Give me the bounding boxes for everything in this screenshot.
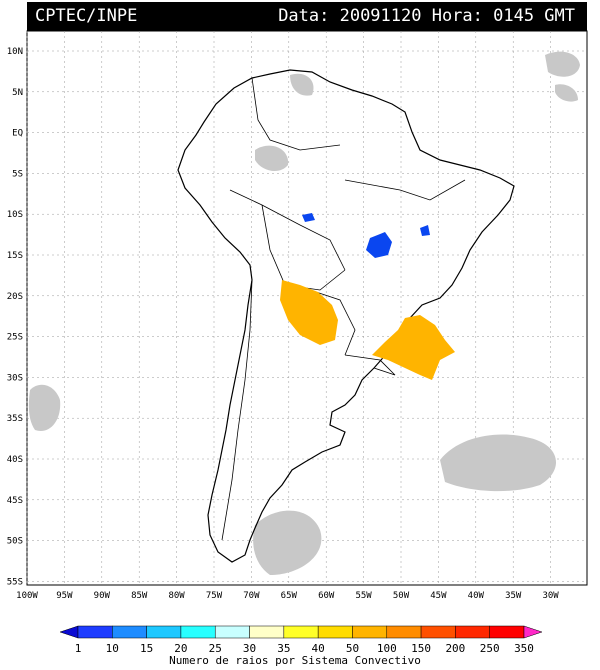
lon-label: 100W: [16, 591, 38, 601]
legend-swatch: [317, 625, 353, 639]
lon-label: 95W: [56, 591, 73, 601]
legend-value: 150: [411, 642, 431, 655]
legend-value: 200: [445, 642, 465, 655]
south-america-coastline: [177, 69, 515, 563]
legend-swatch: [489, 625, 525, 639]
cloud-patch-bolivia: [255, 145, 289, 172]
longitude-labels: 100W 95W 90W 85W 80W 75W 70W 65W 60W 55W 50W 45W 40W…: [16, 591, 559, 601]
legend-value: 10: [106, 642, 119, 655]
legend-swatch: [420, 625, 456, 639]
border-brazil-states: [344, 179, 466, 201]
lat-label: EQ: [12, 129, 23, 139]
legend-swatch: [77, 625, 113, 639]
legend-arrow-right: [523, 625, 543, 639]
legend-colorbar: [59, 625, 543, 639]
lon-label: 35W: [505, 591, 522, 601]
legend-value-labels: 1 10 15 20 25 30 35 40 50 100 150 200 250 350: [75, 642, 534, 655]
legend-value: 1: [75, 642, 82, 655]
cloud-patch-ne-atlantic: [545, 51, 580, 77]
legend-swatch: [146, 625, 182, 639]
lon-label: 60W: [318, 591, 335, 601]
lon-label: 70W: [243, 591, 260, 601]
cloud-patch-west-pacific: [28, 384, 61, 431]
lon-label: 85W: [131, 591, 148, 601]
legend-value: 250: [480, 642, 500, 655]
legend-swatch: [249, 625, 285, 639]
lat-label: 20S: [7, 292, 23, 302]
lat-label: 10S: [7, 210, 23, 220]
cloud-patch-southeast-atlantic: [440, 434, 557, 492]
latitude-labels: 10N 5N EQ 5S 10S 15S 20S 25S 30S 35S 40S 45S 50S 55S: [7, 47, 23, 587]
lat-label: 5S: [12, 169, 23, 179]
legend-swatch: [352, 625, 388, 639]
country-borders: [221, 77, 466, 541]
lat-label: 55S: [7, 577, 23, 587]
border-argentina-chile: [221, 279, 253, 541]
lat-label: 5N: [12, 88, 23, 98]
cloud-patch-north-atlantic: [555, 84, 578, 102]
strike-area-central-brazil: [366, 232, 392, 258]
source-label: CPTEC/INPE: [35, 6, 138, 26]
border-colombia-brazil: [251, 77, 341, 151]
cloud-patch-patagonia: [253, 510, 322, 575]
strike-area-southern-brazil: [372, 315, 455, 380]
lon-label: 30W: [542, 591, 559, 601]
legend-value: 350: [514, 642, 534, 655]
cloud-patch-venezuela: [290, 73, 314, 96]
lat-lon-grid: [26, 31, 587, 585]
legend-value: 40: [312, 642, 325, 655]
legend-swatch: [386, 625, 422, 639]
legend-value: 25: [209, 642, 222, 655]
strike-area-rondonia: [302, 213, 315, 222]
convective-systems: [280, 213, 455, 380]
border-paraguay: [309, 289, 356, 356]
legend-value: 50: [346, 642, 359, 655]
legend-arrow-left: [59, 625, 79, 639]
cloud-cover: [28, 51, 580, 575]
map-header: CPTEC/INPE Data: 20091120 Hora: 0145 GMT: [27, 2, 587, 31]
legend-swatch: [112, 625, 147, 639]
legend-swatch: [214, 625, 250, 639]
border-peru-brazil: [229, 189, 346, 271]
legend-value: 100: [377, 642, 397, 655]
lon-label: 40W: [468, 591, 485, 601]
legend-value: 35: [277, 642, 290, 655]
lon-label: 50W: [393, 591, 410, 601]
lat-label: 15S: [7, 251, 23, 261]
legend-swatch: [455, 625, 490, 639]
strike-area-paraguay: [280, 280, 338, 345]
legend-swatch: [180, 625, 216, 639]
lat-label: 25S: [7, 333, 23, 343]
lon-label: 65W: [281, 591, 298, 601]
lon-label: 55W: [355, 591, 372, 601]
legend-swatch: [283, 625, 319, 639]
legend-value: 30: [243, 642, 256, 655]
lat-label: 50S: [7, 537, 23, 547]
strike-area-minas: [420, 225, 430, 236]
lon-label: 45W: [430, 591, 447, 601]
lat-label: 30S: [7, 373, 23, 383]
border-uruguay: [344, 354, 396, 376]
lon-label: 90W: [94, 591, 111, 601]
lon-label: 80W: [168, 591, 185, 601]
legend-value: 20: [174, 642, 187, 655]
lon-label: 75W: [206, 591, 223, 601]
legend-title: Numero de raios por Sistema Convectivo: [169, 654, 421, 667]
lat-label: 45S: [7, 496, 23, 506]
lat-label: 40S: [7, 455, 23, 465]
lat-label: 10N: [7, 47, 23, 57]
legend-value: 15: [140, 642, 153, 655]
datetime-label: Data: 20091120 Hora: 0145 GMT: [278, 6, 575, 26]
lat-label: 35S: [7, 414, 23, 424]
